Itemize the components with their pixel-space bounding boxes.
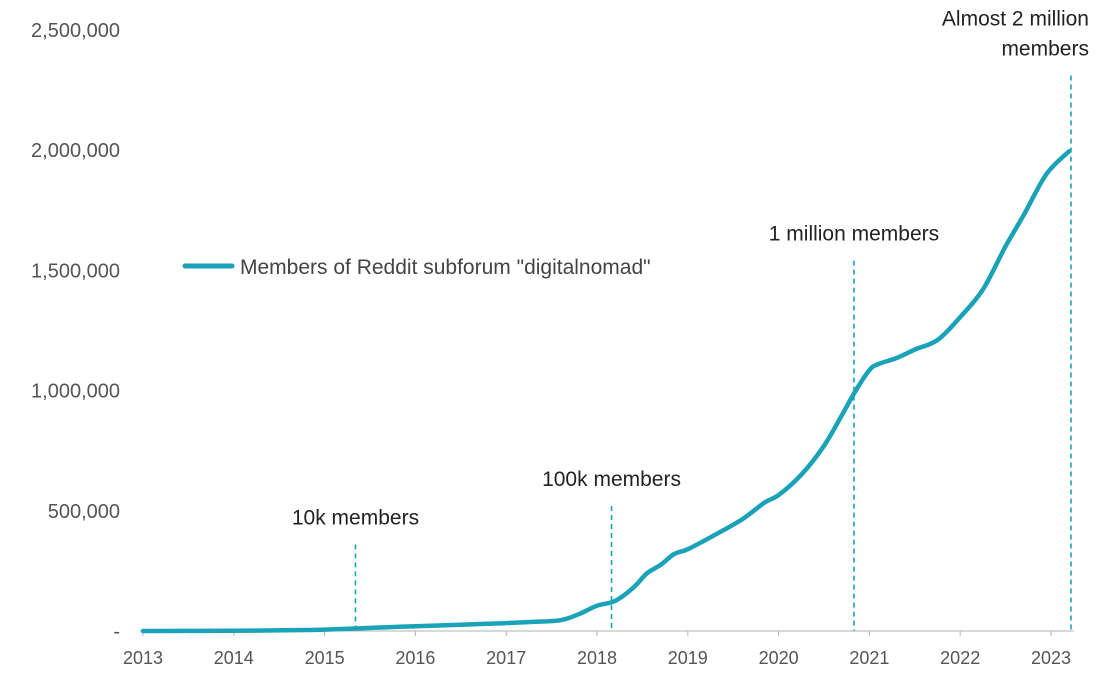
x-tick-label: 2022 bbox=[940, 648, 980, 668]
series-group bbox=[140, 148, 1072, 634]
milestone-label: 10k members bbox=[292, 506, 419, 529]
x-tick-label: 2016 bbox=[395, 648, 435, 668]
milestone-label: 100k members bbox=[542, 468, 681, 491]
milestone-label: Almost 2 million bbox=[942, 7, 1089, 30]
y-axis: - 500,000 1,000,000 1,500,000 2,000,000 2,500… bbox=[31, 20, 120, 643]
x-tick-label: 2018 bbox=[577, 648, 617, 668]
x-tick-label: 2019 bbox=[668, 648, 708, 668]
y-tick-label: 2,000,000 bbox=[31, 140, 120, 162]
series-line-0 bbox=[140, 148, 1072, 634]
x-tick-label: 2023 bbox=[1031, 648, 1071, 668]
y-tick-label: 1,000,000 bbox=[31, 381, 120, 403]
legend: Members of Reddit subforum "digitalnomad… bbox=[182, 256, 651, 279]
y-tick-label: 2,500,000 bbox=[31, 20, 120, 42]
legend-label: Members of Reddit subforum "digitalnomad… bbox=[240, 256, 651, 279]
y-tick-label: 1,500,000 bbox=[31, 260, 120, 282]
x-tick-label: 2015 bbox=[305, 648, 345, 668]
x-tick-label: 2017 bbox=[486, 648, 526, 668]
x-tick-label: 2020 bbox=[759, 648, 799, 668]
milestone-label: 1 million members bbox=[769, 223, 939, 246]
y-tick-label: 500,000 bbox=[48, 501, 120, 523]
milestone-label: members bbox=[1001, 37, 1089, 60]
x-tick-label: 2014 bbox=[214, 648, 254, 668]
milestone-markers: 10k members 100k members 1 million members… bbox=[292, 7, 1089, 631]
x-axis: 2013 2014 2015 2016 2017 2018 2019 2020 2021 2022… bbox=[123, 630, 1074, 668]
x-tick-label: 2013 bbox=[123, 648, 163, 668]
y-tick-label: - bbox=[113, 621, 120, 643]
x-tick-label: 2021 bbox=[849, 648, 889, 668]
